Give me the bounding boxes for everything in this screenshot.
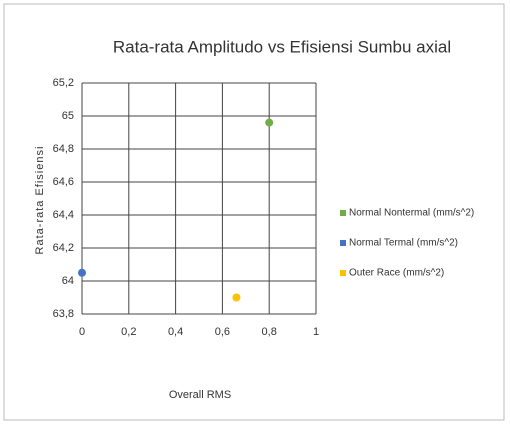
y-tick-label: 64,6 (53, 176, 74, 188)
chart-frame (3, 3, 505, 421)
y-tick-label: 64,2 (53, 242, 74, 254)
y-axis-label: Rata-rata Efisiensi (34, 146, 46, 255)
chart-title: Rata-rata Amplitudo vs Efisiensi Sumbu a… (113, 37, 451, 56)
x-tick-label: 0,4 (168, 326, 183, 338)
legend-swatch (340, 210, 346, 216)
data-point (265, 118, 274, 127)
data-point (78, 268, 86, 277)
y-tick-label: 64 (62, 275, 74, 287)
y-tick-label: 63,8 (53, 308, 74, 320)
legend-swatch (340, 270, 346, 276)
legend-label: Normal Nontermal (mm/s^2) (349, 208, 474, 219)
y-tick-label: 64,8 (53, 143, 74, 155)
x-axis-label: Overall RMS (169, 389, 231, 401)
y-tick-label: 64,4 (53, 209, 74, 221)
x-tick-label: 0,6 (215, 326, 230, 338)
x-tick-label: 0,2 (121, 326, 136, 338)
y-tick-label: 65 (62, 110, 74, 122)
legend-label: Outer Race (mm/s^2) (349, 268, 444, 279)
x-tick-label: 1 (313, 326, 319, 338)
legend-label: Normal Termal (mm/s^2) (349, 238, 458, 249)
x-tick-label: 0 (79, 326, 85, 338)
data-point (232, 293, 241, 302)
x-tick-label: 0,8 (262, 326, 277, 338)
y-tick-label: 65,2 (53, 77, 74, 89)
legend-swatch (340, 240, 346, 246)
